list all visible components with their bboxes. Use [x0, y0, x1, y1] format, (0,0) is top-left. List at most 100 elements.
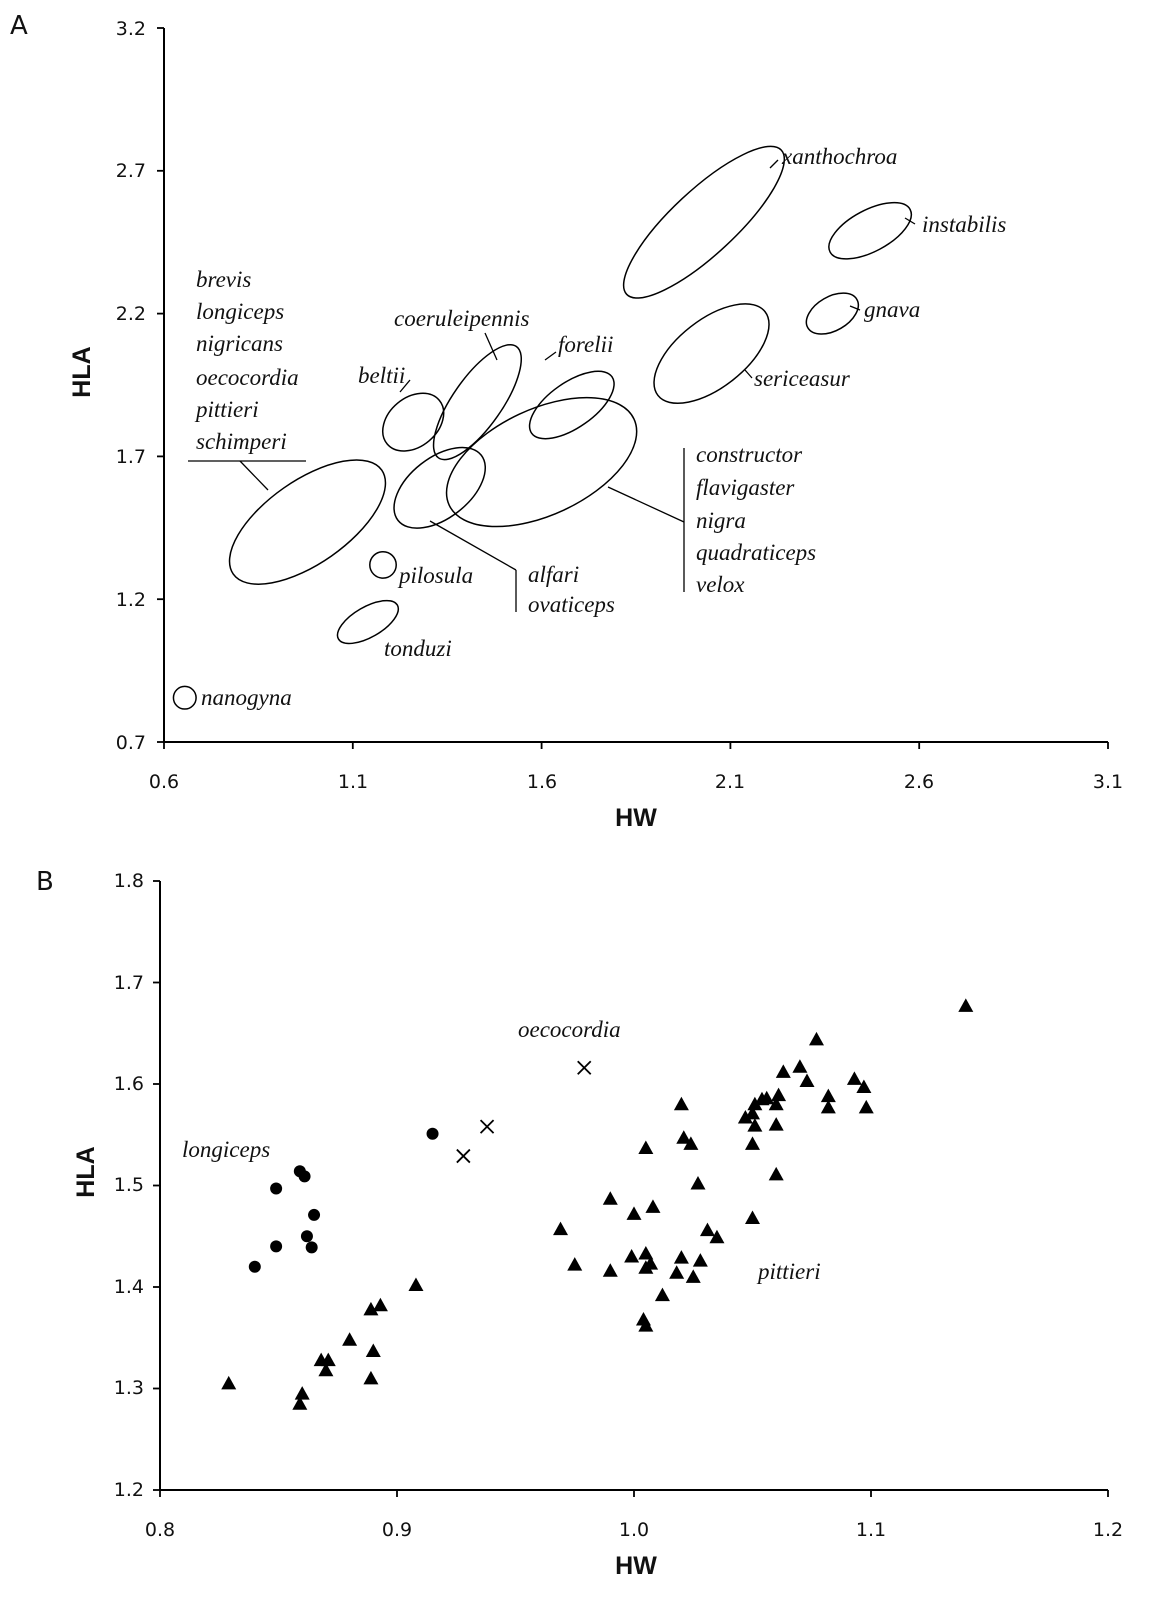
point-pittieri: [709, 1229, 725, 1244]
point-pittieri: [638, 1246, 654, 1260]
a-ytick-label: 1.7: [116, 446, 146, 468]
leader-line-sericeasur: [744, 369, 753, 379]
range-outline-alfari: [393, 446, 487, 529]
point-pittieri: [624, 1249, 640, 1263]
point-pittieri: [699, 1222, 715, 1237]
range-outline-xanthochroa: [622, 145, 786, 299]
label-sericeasur: sericeasur: [754, 366, 851, 391]
point-pittieri: [626, 1206, 642, 1220]
panel-b-ticks: [153, 880, 1109, 1497]
point-pittieri: [745, 1136, 760, 1150]
leader-line-xanthochroa: [769, 159, 779, 169]
point-pittieri: [676, 1130, 692, 1144]
point-pittieri: [747, 1118, 763, 1132]
b-xtick-label: 0.8: [145, 1519, 175, 1541]
point-pittieri: [643, 1256, 659, 1270]
a-xtick-label: 1.1: [338, 771, 368, 793]
b-x-axis-title: HW: [615, 1552, 657, 1580]
point-pittieri: [747, 1096, 763, 1111]
point-pittieri: [792, 1059, 808, 1073]
point-longiceps: [270, 1240, 283, 1253]
point-longiceps: [270, 1182, 283, 1195]
point-pittieri: [745, 1210, 760, 1224]
point-pittieri: [363, 1301, 379, 1316]
point-pittieri: [737, 1109, 753, 1124]
label-nanogyna: nanogyna: [201, 685, 292, 710]
b-xtick-label: 0.9: [382, 1519, 412, 1541]
cross-stroke: [577, 1060, 592, 1075]
range-outline-tonduzi: [336, 599, 400, 645]
label-nigra: nigra: [696, 508, 746, 533]
point-pittieri: [799, 1073, 815, 1087]
cross-stroke: [479, 1119, 495, 1134]
point-longiceps: [248, 1260, 261, 1273]
b-ytick-label: 1.2: [114, 1479, 144, 1501]
point-pittieri: [692, 1253, 708, 1267]
point-pittieri: [602, 1263, 618, 1277]
a-xtick-label: 0.6: [149, 771, 179, 793]
leader-line-coeruleipennis: [484, 332, 498, 361]
a-xtick-label: 2.6: [904, 771, 934, 793]
point-oecocordia: [456, 1148, 471, 1164]
leader-line-right-group-pointer: [607, 486, 685, 523]
b-ytick-label: 1.5: [114, 1174, 144, 1196]
point-pittieri: [669, 1265, 685, 1279]
point-pittieri: [690, 1175, 706, 1190]
point-pittieri: [820, 1088, 836, 1103]
point-pittieri: [645, 1199, 661, 1213]
b-xtick-label: 1.1: [856, 1519, 886, 1541]
label-forelii: forelii: [558, 332, 613, 357]
panel-b-letter: B: [36, 867, 54, 897]
point-pittieri: [673, 1250, 689, 1264]
panel-a-ticks: [157, 27, 1109, 749]
leader-line-alfari-pointer: [429, 520, 517, 571]
range-outline-beltii: [382, 392, 445, 452]
b-y-axis-title: HLA: [72, 1146, 100, 1197]
point-pittieri: [294, 1386, 310, 1400]
panel-b-points: [221, 998, 974, 1410]
point-pittieri: [553, 1221, 569, 1236]
label-brevis: brevis: [196, 267, 251, 292]
point-pittieri: [638, 1318, 654, 1332]
point-pittieri: [342, 1332, 358, 1346]
cross-stroke: [456, 1148, 471, 1164]
label-schimperi: schimperi: [196, 429, 287, 454]
range-outline-sericeasur: [653, 303, 770, 405]
b-xtick-label: 1.0: [619, 1519, 649, 1541]
range-outline-forelii: [528, 370, 615, 440]
point-oecocordia: [479, 1119, 495, 1134]
point-pittieri: [292, 1396, 308, 1410]
label-pilosula: pilosula: [397, 563, 473, 588]
point-pittieri: [683, 1136, 699, 1150]
point-pittieri: [567, 1257, 583, 1271]
panel-a-leader-lines: [188, 159, 916, 612]
panel-b: B 1.2 1.3 1.4 1.5 1.6 1.7 1.8 0.8 0.9 1.…: [36, 867, 1123, 1580]
point-pittieri: [808, 1031, 824, 1046]
label-beltii: beltii: [358, 363, 405, 388]
panel-a: A 0.7 1.2 1.7 2.2 2.7 3.2 0.6 1.1 1.6 2.…: [10, 11, 1123, 832]
a-y-axis-title: HLA: [68, 346, 96, 397]
a-ytick-label: 3.2: [116, 18, 146, 40]
panel-a-range-outlines: [172, 145, 913, 710]
point-pittieri: [858, 1099, 874, 1114]
point-pittieri: [408, 1277, 424, 1291]
point-longiceps: [305, 1241, 318, 1254]
label-coeruleipennis: coeruleipennis: [394, 306, 529, 331]
range-outline-coeruleipennis: [432, 343, 523, 461]
label-alfari: alfari: [528, 562, 579, 587]
range-outline-brevis: [228, 459, 387, 585]
range-outline-nanogyna: [172, 685, 197, 710]
point-pittieri: [768, 1117, 784, 1131]
point-pittieri: [685, 1269, 701, 1283]
leader-line-left-group-pointer: [239, 460, 269, 491]
point-pittieri: [363, 1370, 379, 1385]
leader-line-gnava: [849, 305, 861, 311]
range-outline-pilosula: [369, 550, 397, 579]
point-pittieri: [365, 1343, 381, 1357]
a-xtick-label: 3.1: [1093, 771, 1123, 793]
b-ytick-label: 1.7: [114, 972, 144, 994]
leader-line-instabilis: [904, 217, 916, 225]
label-flavigaster: flavigaster: [696, 475, 795, 500]
point-pittieri: [673, 1096, 689, 1111]
point-longiceps: [426, 1127, 439, 1140]
